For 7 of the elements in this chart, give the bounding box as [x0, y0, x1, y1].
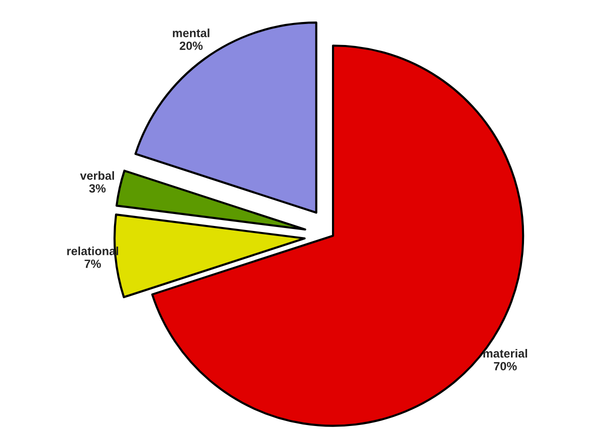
slice-label: verbal: [80, 171, 114, 180]
data-label: 7%: [84, 260, 101, 268]
slice-label: mental: [172, 28, 210, 38]
slice-label: material: [483, 348, 528, 358]
data-label: 20%: [180, 42, 203, 50]
data-label: 3%: [89, 184, 106, 193]
data-label: 70%: [494, 362, 517, 370]
